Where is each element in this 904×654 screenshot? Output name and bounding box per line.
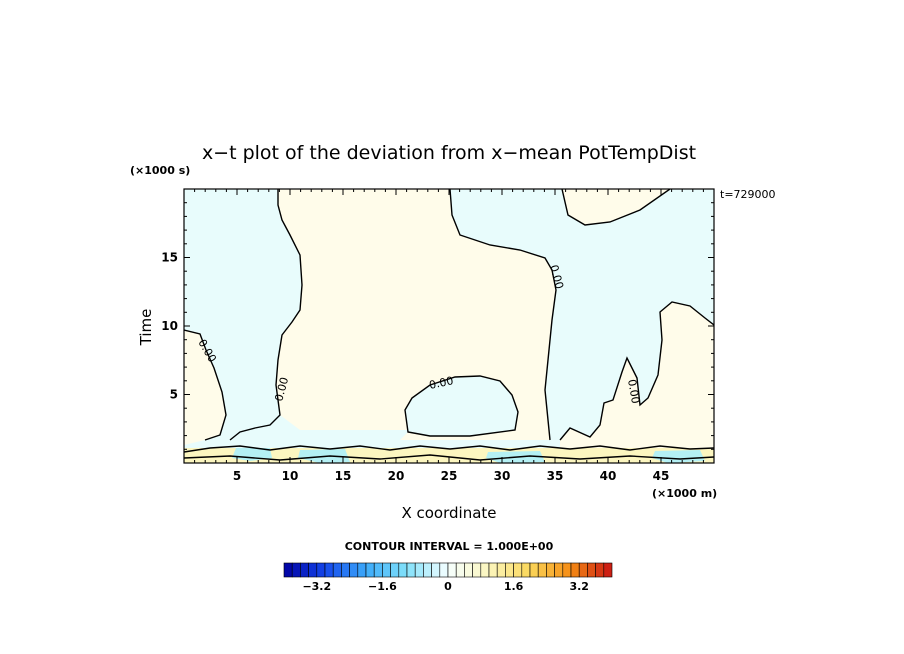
- colorbar-tick-label: 1.6: [504, 580, 524, 593]
- surface-layer-negative-4: [652, 450, 705, 463]
- colorbar-swatch: [595, 562, 605, 578]
- colorbar-swatch: [382, 562, 391, 578]
- y-tick-label: 15: [161, 251, 178, 265]
- colorbar-swatch: [283, 562, 293, 578]
- y-axis-label: Time: [137, 309, 155, 347]
- contour-line-center: [229, 189, 303, 441]
- colorbar-swatch: [300, 562, 309, 578]
- colorbar-tick-label: 0: [444, 580, 452, 593]
- colorbar-swatch: [447, 562, 457, 578]
- contour-line-bubble: [404, 375, 519, 437]
- negative-bubble: [405, 376, 518, 436]
- colorbar-swatch: [439, 562, 449, 578]
- colorbar-swatch: [496, 562, 506, 578]
- colorbar-swatch: [324, 562, 334, 578]
- positive-region-top-right: [562, 189, 670, 225]
- x-tick-label: 45: [653, 469, 670, 483]
- colorbar-swatch: [455, 562, 465, 578]
- x-axis-label: X coordinate: [401, 504, 496, 522]
- zero-contours: [184, 189, 714, 461]
- colorbar-swatch: [521, 562, 531, 578]
- colorbar-swatch: [578, 562, 588, 578]
- x-tick-label: 40: [600, 469, 617, 483]
- plot-area: 0.00 0.00 0.00 0.00 0.00 5 10 15 20 25 30 35 40…: [161, 188, 715, 483]
- colorbar-swatch: [529, 562, 539, 578]
- colorbar-swatch: [332, 562, 342, 578]
- contour-label-2: 0.00: [272, 376, 291, 403]
- colorbar-swatch: [406, 562, 416, 578]
- colorbar-swatch: [390, 562, 400, 578]
- colorbar-swatch: [488, 562, 498, 578]
- contour-label-3: 0.00: [428, 374, 455, 392]
- contour-line-left: [184, 329, 227, 441]
- colorbar-swatch: [373, 562, 383, 578]
- colorbar-swatch: [603, 562, 613, 578]
- x-tick-label: 10: [282, 469, 299, 483]
- chart-title: x−t plot of the deviation from x−mean Po…: [202, 142, 696, 164]
- y-unit-label: (×1000 s): [130, 164, 190, 177]
- colorbar-swatch: [316, 562, 326, 578]
- colorbar-swatch: [423, 562, 432, 578]
- contour-label-5: 0.00: [625, 378, 642, 404]
- y-tick-label: 10: [161, 319, 178, 333]
- surface-layer-negative-1: [232, 448, 272, 461]
- colorbar-swatch: [365, 562, 375, 578]
- colorbar-tick-label: −3.2: [302, 580, 331, 593]
- colorbar-swatch: [472, 562, 482, 578]
- colorbar-swatch: [308, 562, 318, 578]
- colorbar-swatch: [537, 562, 547, 578]
- colorbar-swatch: [431, 562, 441, 578]
- x-tick-label: 25: [441, 469, 458, 483]
- contour-line-right: [559, 301, 714, 441]
- contour-label-4: 0.00: [547, 263, 566, 290]
- colorbar-swatch: [357, 562, 367, 578]
- contour-line-top-right: [561, 189, 671, 226]
- y-tick-label: 5: [170, 388, 178, 402]
- colorbar-tick-label: 3.2: [569, 580, 589, 593]
- colorbar-swatch: [554, 562, 564, 578]
- contour-line-center-right: [449, 189, 557, 441]
- colorbar-swatch: [291, 562, 301, 578]
- colorbar-tick-label: −1.6: [368, 580, 397, 593]
- colorbar-swatch: [513, 562, 523, 578]
- contour-line-surface-2: [184, 454, 714, 461]
- colorbar-swatch: [570, 562, 580, 578]
- contour-interval-text: CONTOUR INTERVAL = 1.000E+00: [345, 540, 554, 553]
- colorbar-swatch: [464, 562, 473, 578]
- colorbar-swatch: [349, 562, 359, 578]
- x-unit-label: (×1000 m): [652, 487, 717, 500]
- x-tick-label: 30: [494, 469, 511, 483]
- colorbar: −3.2 −1.6 0 1.6 3.2: [283, 562, 613, 593]
- time-stamp: t=729000: [720, 188, 776, 201]
- x-tick-label: 15: [335, 469, 352, 483]
- x-tick-label: 35: [547, 469, 564, 483]
- x-tick-label: 5: [233, 469, 241, 483]
- axis-ticks: 5 10 15 20 25 30 35 40 45 5 10 15: [161, 189, 714, 483]
- contour-line-surface: [184, 445, 714, 453]
- colorbar-swatch: [546, 562, 555, 578]
- positive-region-right: [560, 302, 714, 448]
- colorbar-swatch: [414, 562, 424, 578]
- colorbar-swatch: [587, 562, 596, 578]
- colorbar-swatch: [505, 562, 514, 578]
- colorbar-swatch: [341, 562, 350, 578]
- colorbar-swatch: [480, 562, 490, 578]
- x-tick-label: 20: [388, 469, 405, 483]
- colorbar-swatch: [398, 562, 408, 578]
- positive-region-left: [184, 330, 226, 445]
- colorbar-swatch: [562, 562, 572, 578]
